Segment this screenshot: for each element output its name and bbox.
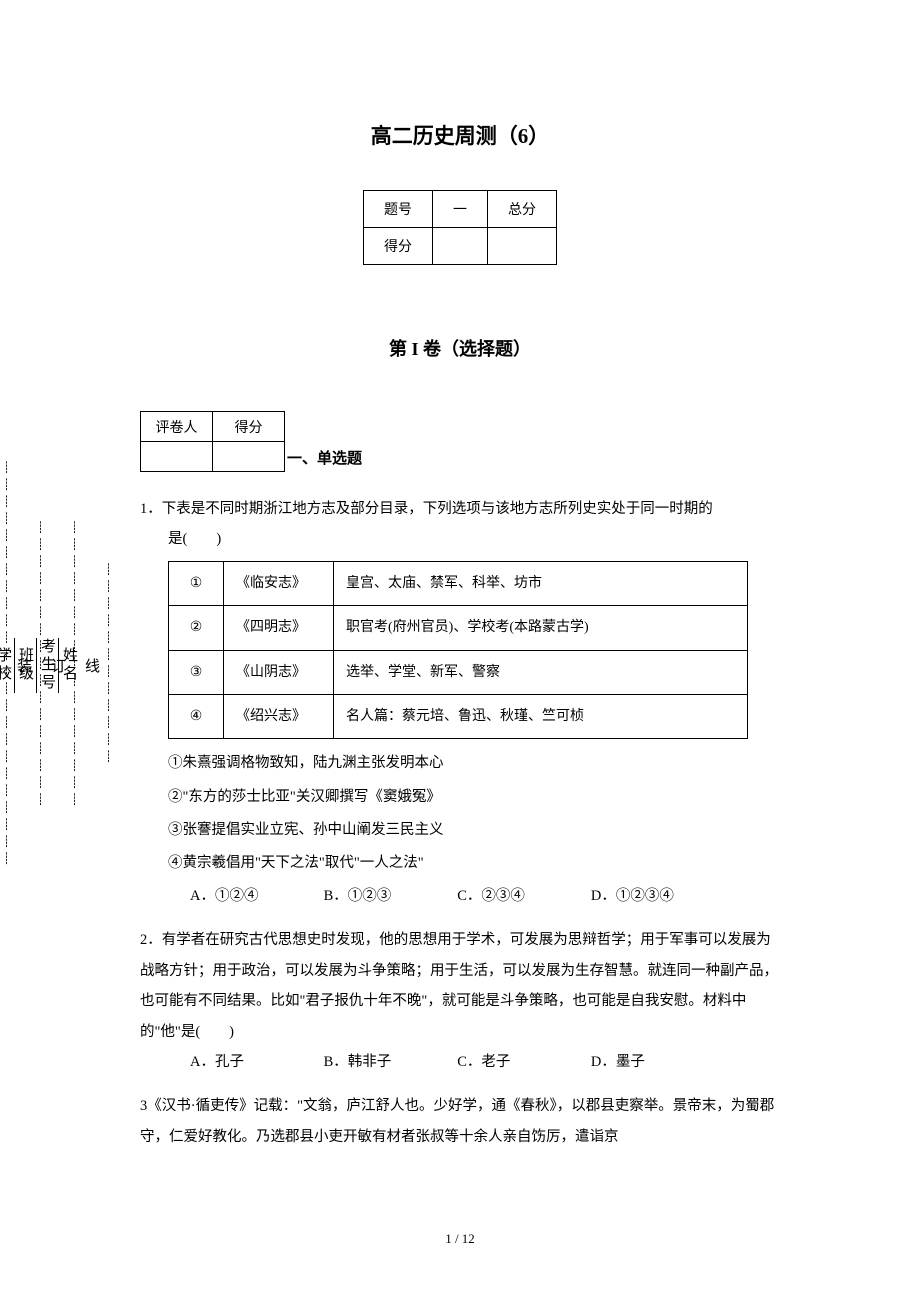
- binding-dotted-line: ┊┊┊┊┊┊┊┊┊┊┊┊ 线 ┊┊┊┊┊┊┊┊┊┊┊┊┊┊┊┊┊ 订 ┊┊┊┊┊…: [80, 160, 115, 1170]
- binding-strip: 姓名 考生号 班级 学校 县(市、区) ┊┊┊┊┊┊┊┊┊┊┊┊ 线 ┊┊┊┊┊…: [45, 160, 115, 1170]
- choice-c: C．老子: [457, 1047, 587, 1077]
- cell: 《四明志》: [224, 606, 334, 650]
- cell: ②: [169, 606, 224, 650]
- question-stem: 下表是不同时期浙江地方志及部分目录，下列选项与该地方志所列史实处于同一时期的: [162, 501, 713, 517]
- choice-b: B．韩非子: [324, 1047, 454, 1077]
- table-row: ① 《临安志》 皇宫、太庙、禁军、科举、坊市: [169, 561, 748, 605]
- dots: ┊┊┊┊┊┊┊┊┊┊┊┊┊┊┊┊┊┊┊┊┊┊┊┊: [0, 461, 13, 869]
- choice-a: A．①②④: [190, 881, 320, 911]
- dots: ┊┊┊┊┊┊┊┊┊┊┊┊┊┊┊┊┊: [68, 521, 81, 810]
- grader-row: 评卷人 得分 一、单选题: [140, 411, 780, 472]
- empty-cell: [213, 442, 285, 472]
- question-stem: 有学者在研究古代思想史时发现，他的思想用于学术，可发展为思辩哲学；用于军事可以发…: [140, 932, 778, 1039]
- choice-b: B．①②③: [324, 881, 454, 911]
- page-footer: 1 / 12: [0, 1231, 920, 1247]
- note-line: ①朱熹强调格物致知，陆九渊主张发明本心: [168, 747, 780, 780]
- table-row: 得分: [364, 228, 557, 265]
- table-row: ③ 《山阴志》 选举、学堂、新军、警察: [169, 650, 748, 694]
- empty-cell: [433, 228, 488, 265]
- page-content: 高二历史周测（6） 题号 一 总分 得分 第 I 卷（选择题） 评卷人 得分 一…: [140, 120, 780, 1166]
- question-number: 2．: [140, 932, 162, 948]
- table-row: 评卷人 得分: [141, 412, 285, 442]
- choice-c: C．②③④: [457, 881, 587, 911]
- score-summary-table: 题号 一 总分 得分: [363, 190, 557, 265]
- cell: 《临安志》: [224, 561, 334, 605]
- cell: ④: [169, 695, 224, 739]
- q1-notes: ①朱熹强调格物致知，陆九渊主张发明本心 ②"东方的莎士比亚"关汉卿撰写《窦娥冤》…: [140, 747, 780, 880]
- mark-zhuang: 装: [13, 658, 34, 673]
- cell: ①: [169, 561, 224, 605]
- empty-cell: [141, 442, 213, 472]
- q2-choices: A．孔子 B．韩非子 C．老子 D．墨子: [140, 1047, 780, 1077]
- row-label-cell: 得分: [364, 228, 433, 265]
- choice-d: D．①②③④: [591, 881, 721, 911]
- cell: ③: [169, 650, 224, 694]
- q1-data-table: ① 《临安志》 皇宫、太庙、禁军、科举、坊市 ② 《四明志》 职官考(府州官员)…: [168, 561, 748, 740]
- table-row: 题号 一 总分: [364, 191, 557, 228]
- table-row: ④ 《绍兴志》 名人篇：蔡元培、鲁迅、秋瑾、竺可桢: [169, 695, 748, 739]
- grader-label: 评卷人: [141, 412, 213, 442]
- question-1: 1．下表是不同时期浙江地方志及部分目录，下列选项与该地方志所列史实处于同一时期的…: [140, 494, 780, 911]
- question-number: 1．: [140, 501, 162, 517]
- header-cell: 题号: [364, 191, 433, 228]
- cell: 职官考(府州官员)、学校考(本路蒙古学): [334, 606, 748, 650]
- header-cell: 一: [433, 191, 488, 228]
- subsection-label: 一、单选题: [287, 447, 362, 472]
- q1-choices: A．①②④ B．①②③ C．②③④ D．①②③④: [140, 881, 780, 911]
- cell: 《山阴志》: [224, 650, 334, 694]
- cell: 《绍兴志》: [224, 695, 334, 739]
- cell: 选举、学堂、新军、警察: [334, 650, 748, 694]
- mark-xian: 线: [81, 658, 102, 673]
- question-3: 3《汉书·循吏传》记载："文翁，庐江舒人也。少好学，通《春秋》，以郡县吏察举。景…: [140, 1091, 780, 1152]
- dots: ┊┊┊┊┊┊┊┊┊┊┊┊: [102, 563, 115, 767]
- table-row: [141, 442, 285, 472]
- table-row: ② 《四明志》 职官考(府州官员)、学校考(本路蒙古学): [169, 606, 748, 650]
- header-cell: 总分: [488, 191, 557, 228]
- grader-label: 得分: [213, 412, 285, 442]
- note-line: ④黄宗羲倡用"天下之法"取代"一人之法": [168, 847, 780, 880]
- dots: ┊┊┊┊┊┊┊┊┊┊┊┊┊┊┊┊┊: [34, 521, 47, 810]
- note-line: ②"东方的莎士比亚"关汉卿撰写《窦娥冤》: [168, 781, 780, 814]
- note-line: ③张謇提倡实业立宪、孙中山阐发三民主义: [168, 814, 780, 847]
- question-stem: 《汉书·循吏传》记载："文翁，庐江舒人也。少好学，通《春秋》，以郡县吏察举。景帝…: [140, 1098, 774, 1144]
- choice-d: D．墨子: [591, 1047, 721, 1077]
- page-title: 高二历史周测（6）: [140, 120, 780, 150]
- mark-ding: 订: [47, 658, 68, 673]
- choice-a: A．孔子: [190, 1047, 320, 1077]
- question-stem-cont: 是( ): [140, 524, 780, 554]
- empty-cell: [488, 228, 557, 265]
- cell: 皇宫、太庙、禁军、科举、坊市: [334, 561, 748, 605]
- section-title: 第 I 卷（选择题）: [140, 335, 780, 361]
- grader-table: 评卷人 得分: [140, 411, 285, 472]
- question-2: 2．有学者在研究古代思想史时发现，他的思想用于学术，可发展为思辩哲学；用于军事可…: [140, 925, 780, 1077]
- cell: 名人篇：蔡元培、鲁迅、秋瑾、竺可桢: [334, 695, 748, 739]
